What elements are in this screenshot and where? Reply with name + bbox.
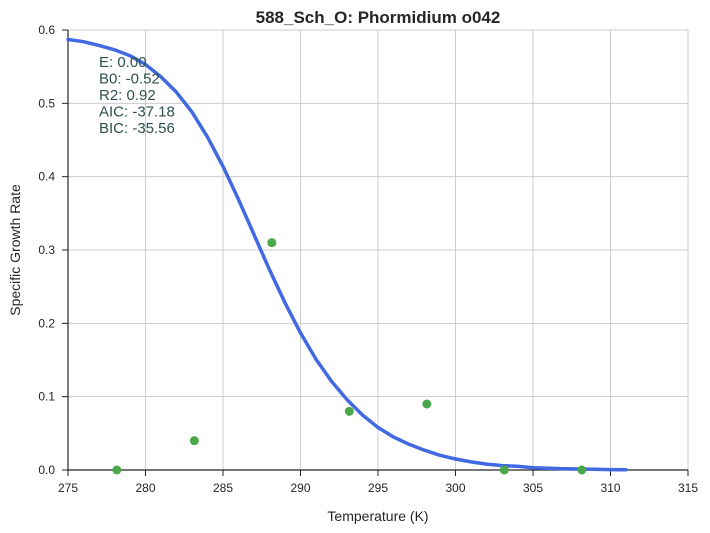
grid-lines (68, 29, 689, 470)
data-point (499, 465, 509, 475)
fit-stat-text: E: 0.00 (99, 54, 147, 71)
x-tick-label: 305 (523, 481, 543, 495)
x-tick-label: 315 (678, 481, 698, 495)
x-tick-label: 310 (600, 481, 620, 495)
data-point (422, 399, 432, 409)
y-tick-label: 0.4 (38, 170, 55, 184)
data-point (267, 238, 277, 248)
x-ticks: 275 280 285 290 295 300 305 310 315 (58, 470, 698, 495)
fit-stat-text: B0: -0.52 (99, 71, 160, 88)
y-tick-label: 0.5 (38, 96, 55, 110)
y-tick-label: 0.1 (38, 390, 55, 404)
data-point (344, 406, 354, 416)
data-point (577, 465, 587, 475)
x-axis-label: Temperature (K) (327, 508, 428, 524)
y-ticks: 0.0 0.1 0.2 0.3 0.4 0.5 0.6 (38, 23, 68, 477)
x-tick-label: 275 (58, 481, 78, 495)
y-tick-label: 0.6 (38, 23, 55, 37)
y-axis-label: Specific Growth Rate (7, 184, 23, 316)
y-tick-label: 0.3 (38, 243, 55, 257)
data-point (112, 465, 122, 475)
plot-area (66, 37, 628, 475)
x-tick-label: 300 (445, 481, 465, 495)
y-tick-label: 0.0 (38, 463, 55, 477)
fit-curve (66, 37, 628, 472)
x-tick-label: 290 (290, 481, 310, 495)
x-tick-label: 285 (213, 481, 233, 495)
y-tick-label: 0.2 (38, 316, 55, 330)
data-point (189, 436, 199, 446)
fit-stat-text: BIC: -35.56 (99, 120, 175, 137)
fit-stat-text: AIC: -37.18 (99, 104, 175, 121)
fit-stat-text: R2: 0.92 (99, 87, 156, 104)
x-tick-label: 280 (135, 481, 155, 495)
chart-title: 588_Sch_O: Phormidium o042 (256, 8, 501, 27)
x-tick-label: 295 (368, 481, 388, 495)
